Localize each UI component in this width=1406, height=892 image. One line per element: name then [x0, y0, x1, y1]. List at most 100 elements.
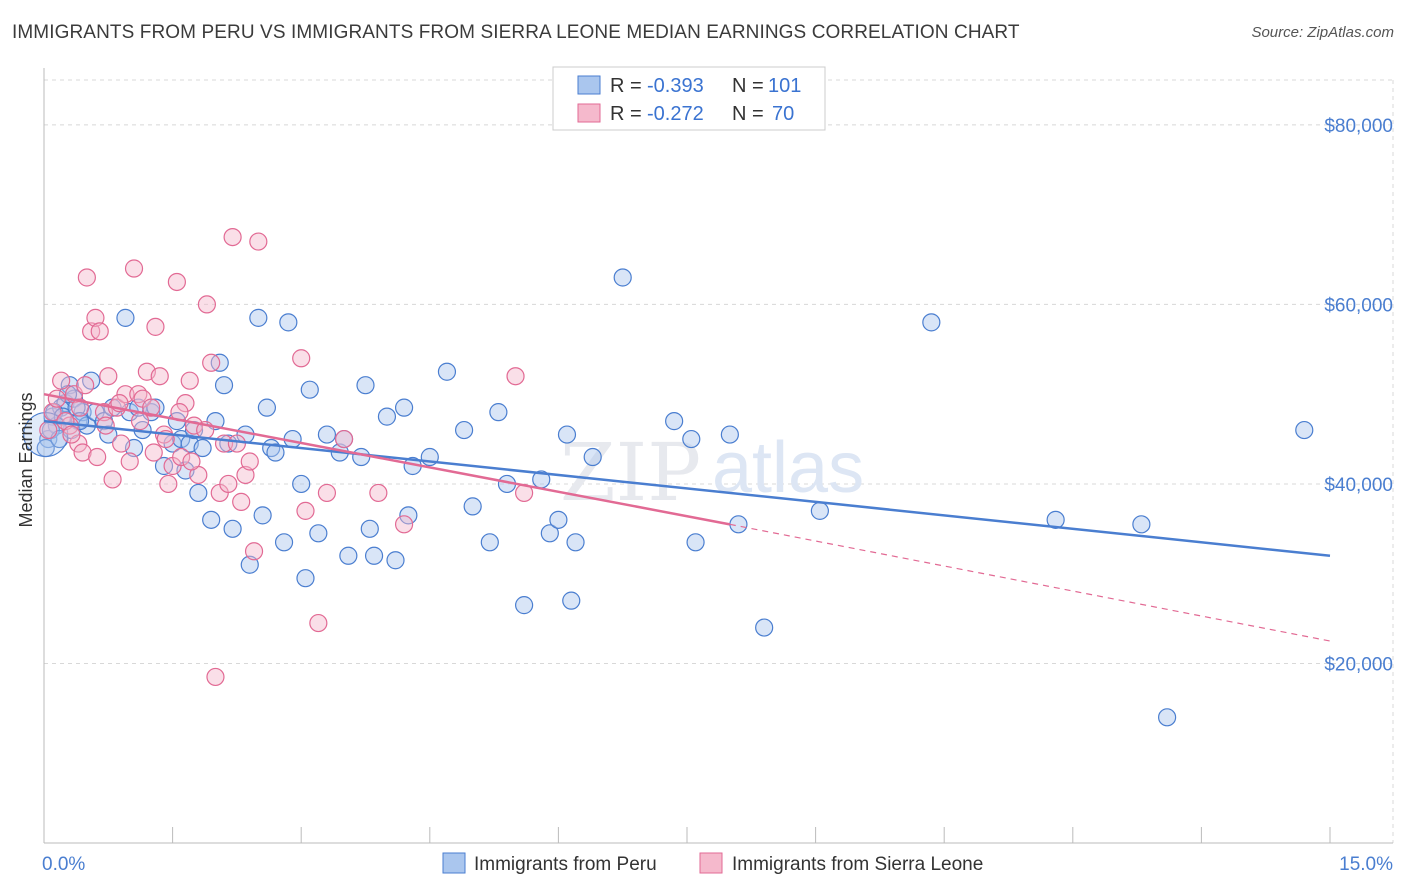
sierra-point-59 — [76, 376, 95, 395]
sierra-trend-line — [43, 392, 731, 526]
peru-trend-line — [43, 419, 1331, 557]
y-tick-label-0: $20,000 — [1324, 654, 1393, 675]
sierra-point-67 — [182, 452, 201, 471]
sierra-point-10 — [90, 322, 109, 341]
peru-point-58 — [364, 546, 384, 565]
sierra-point-64 — [144, 443, 163, 462]
sierra-point-57 — [62, 425, 81, 444]
sierra-point-40 — [223, 227, 242, 247]
legend-peru-n-label: N = — [732, 75, 764, 97]
peru-point-81 — [682, 429, 701, 449]
sierra-point-61 — [96, 416, 115, 435]
peru-point-48 — [296, 569, 315, 588]
peru-point-38 — [240, 555, 259, 574]
peru-point-5 — [60, 376, 79, 395]
sierra-point-63 — [130, 412, 150, 431]
peru-point-39 — [249, 308, 268, 327]
peru-point-36 — [223, 519, 242, 538]
legend-sierra-n-label: N = — [732, 103, 764, 125]
peru-point-88 — [1046, 510, 1065, 529]
x-tick-labels: 0.0% 15.0% — [42, 854, 1393, 875]
peru-point-50 — [309, 524, 328, 543]
peru-point-59 — [377, 407, 397, 426]
sierra-point-7 — [77, 268, 96, 287]
peru-point-76 — [562, 591, 581, 610]
peru-point-15 — [116, 308, 135, 327]
sierra-point-56 — [56, 412, 75, 431]
peru-point-89 — [1132, 515, 1151, 534]
peru-point-60 — [386, 551, 405, 570]
peru-point-75 — [557, 425, 577, 444]
peru-point-69 — [489, 403, 508, 422]
sierra-point-49 — [317, 483, 337, 503]
sierra-point-18 — [124, 259, 144, 278]
sierra-point-53 — [506, 367, 525, 386]
bottom-legend-sierra: Immigrants from Sierra Leone — [732, 854, 983, 875]
chart-source: Source: ZipAtlas.com — [1251, 24, 1394, 41]
x-tick-label-1: 15.0% — [1339, 854, 1393, 875]
sierra-point-43 — [240, 452, 259, 471]
sierra-point-39 — [219, 474, 238, 494]
bottom-legend-swatch-sierra — [699, 852, 723, 874]
peru-point-90 — [1158, 708, 1177, 727]
peru-point-34 — [214, 376, 234, 395]
peru-point-73 — [540, 524, 559, 543]
sierra-point-15 — [112, 434, 131, 453]
sierra-point-41 — [232, 492, 251, 511]
sierra-point-69 — [227, 434, 246, 453]
sierra-point-48 — [309, 613, 328, 633]
legend-peru-n-value: 101 — [768, 75, 801, 97]
peru-point-41 — [257, 398, 277, 417]
legend-sierra-n-value: 70 — [772, 103, 794, 125]
peru-point-68 — [480, 533, 499, 552]
sierra-point-22 — [142, 398, 161, 417]
peru-point-56 — [356, 376, 375, 395]
peru-point-82 — [686, 533, 705, 552]
peru-point-55 — [352, 447, 371, 467]
sierra-point-0 — [39, 420, 58, 440]
legend-sierra-r-label: R = — [610, 103, 642, 125]
sierra-point-51 — [369, 483, 388, 503]
peru-point-51 — [317, 425, 337, 444]
sierra-point-6 — [73, 443, 92, 462]
legend-swatch-sierra — [577, 103, 601, 123]
y-tick-label-3: $80,000 — [1324, 116, 1393, 137]
bottom-legend-peru: Immigrants from Peru — [474, 854, 657, 875]
legend-peru-r-label: R = — [610, 75, 642, 97]
sierra-point-58 — [70, 398, 90, 417]
peru-point-57 — [360, 519, 379, 538]
peru-point-74 — [549, 510, 568, 529]
sierra-point-9 — [86, 308, 105, 327]
bottom-legend: Immigrants from Peru Immigrants from Sie… — [442, 852, 983, 875]
y-tick-label-2: $60,000 — [1324, 295, 1393, 316]
peru-point-66 — [454, 420, 474, 440]
sierra-point-26 — [159, 474, 178, 494]
peru-point-87 — [922, 313, 941, 332]
sierra-trend-extension — [729, 523, 1331, 642]
sierra-point-60 — [88, 447, 107, 467]
sierra-point-47 — [296, 501, 315, 520]
peru-point-31 — [202, 510, 221, 529]
sierra-point-52 — [394, 515, 414, 534]
peru-point-79 — [613, 268, 632, 287]
peru-point-43 — [266, 443, 285, 462]
sierra-point-35 — [202, 353, 221, 372]
y-tick-label-1: $40,000 — [1324, 475, 1393, 496]
watermark-zip: ZIP — [560, 426, 701, 519]
bottom-legend-swatch-peru — [442, 852, 466, 874]
y-tick-labels: $20,000 $40,000 $60,000 $80,000 — [1324, 116, 1393, 676]
sierra-point-13 — [103, 470, 122, 489]
sierra-point-31 — [180, 371, 199, 390]
sierra-point-29 — [172, 447, 191, 467]
legend-sierra-r-value: -0.272 — [647, 103, 704, 125]
peru-point-45 — [279, 313, 298, 332]
sierra-point-30 — [176, 394, 195, 413]
peru-point-85 — [755, 618, 774, 637]
legend-swatch-peru — [577, 75, 601, 95]
peru-point-62 — [399, 506, 418, 525]
x-tick-label-0: 0.0% — [42, 854, 85, 875]
sierra-point-1 — [43, 403, 62, 422]
sierra-point-36 — [206, 667, 225, 687]
watermark: ZIP atlas — [560, 426, 864, 519]
